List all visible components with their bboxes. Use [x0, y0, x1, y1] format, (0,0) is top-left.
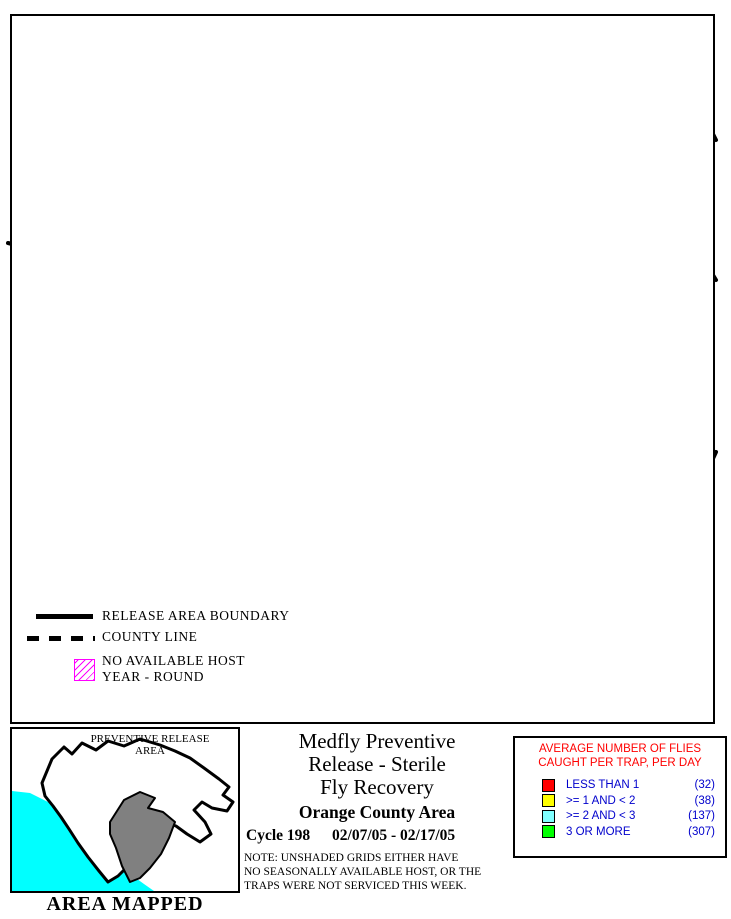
fly-legend-label: 3 OR MORE: [566, 825, 631, 838]
yellow-swatch: [542, 794, 555, 807]
fly-legend-count: (38): [694, 794, 715, 807]
release-boundary-label: RELEASE AREA BOUNDARY: [102, 608, 290, 623]
fly-legend-count: (307): [688, 825, 715, 838]
page-title-line2: Release - Sterile: [308, 752, 446, 776]
fly-count-legend: AVERAGE NUMBER OF FLIES CAUGHT PER TRAP,…: [513, 736, 727, 858]
no-host-label-line2: YEAR - ROUND: [102, 669, 204, 684]
fly-legend-label: LESS THAN 1: [566, 779, 640, 791]
no-host-hatch-swatch: [74, 659, 95, 681]
fly-legend-count: (32): [694, 779, 715, 791]
map-frame-border: [10, 14, 715, 724]
note-line3: TRAPS WERE NOT SERVICED THIS WEEK.: [244, 880, 467, 892]
inset-label-line2: AREA: [135, 745, 165, 757]
county-line-label: COUNTY LINE: [102, 629, 198, 644]
note-block: NOTE: UNSHADED GRIDS EITHER HAVE NO SEAS…: [244, 851, 510, 893]
red-swatch: [542, 778, 555, 792]
no-host-label-line1: NO AVAILABLE HOST: [102, 653, 246, 668]
inset-label-line1: PREVENTIVE RELEASE: [91, 733, 210, 745]
note-line2: NO SEASONALLY AVAILABLE HOST, OR THE: [244, 866, 482, 878]
area-mapped-inset: PREVENTIVE RELEASE AREA: [10, 727, 240, 893]
note-line1: NOTE: UNSHADED GRIDS EITHER HAVE: [244, 852, 459, 864]
cycle-dates: 02/07/05 - 02/17/05: [332, 827, 456, 844]
fly-legend-count: (137): [688, 810, 715, 822]
fly-legend-item-2-to-3: >= 2 AND < 3 (137): [542, 809, 715, 823]
subtitle: Orange County Area: [298, 802, 456, 822]
cyan-swatch: [542, 809, 555, 823]
fly-legend-item-3-or-more: 3 OR MORE (307): [542, 825, 715, 838]
release-boundary-line-swatch: [36, 614, 93, 619]
page-title-line1: Medfly Preventive: [298, 729, 456, 753]
cycle-line: Cycle 198 02/07/05 - 02/17/05: [244, 825, 510, 847]
inset-county-shape: [109, 791, 176, 883]
page-title-line3: Fly Recovery: [320, 775, 434, 799]
green-swatch: [542, 825, 555, 838]
area-mapped-caption: AREA MAPPED: [46, 893, 204, 915]
fly-legend-item-1-to-2: >= 1 AND < 2 (38): [542, 794, 715, 807]
inset-map: PREVENTIVE RELEASE AREA: [12, 733, 235, 891]
county-line-swatch: [27, 636, 95, 641]
title-block: Medfly Preventive Release - Sterile Fly …: [244, 730, 510, 893]
fly-legend-title-line1: AVERAGE NUMBER OF FLIES: [538, 743, 702, 755]
fly-legend-label: >= 1 AND < 2: [566, 794, 636, 807]
fly-legend-label: >= 2 AND < 3: [566, 810, 636, 822]
cycle-number: Cycle 198: [246, 827, 311, 844]
fly-legend-item-less-than-1: LESS THAN 1 (32): [542, 778, 715, 792]
fly-legend-title-line2: CAUGHT PER TRAP, PER DAY: [538, 756, 702, 769]
